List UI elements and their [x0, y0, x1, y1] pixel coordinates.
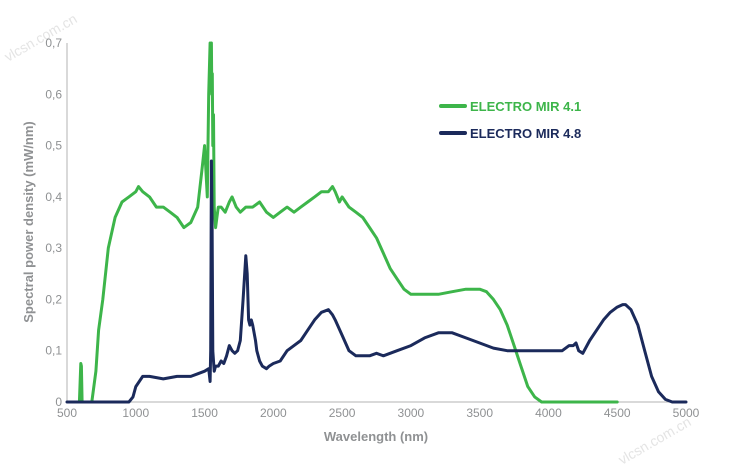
x-tick-label: 3000 [398, 406, 425, 420]
legend-label-mir-4-8: ELECTRO MIR 4.8 [470, 126, 581, 141]
y-tick-label: 0 [55, 395, 62, 409]
x-axis-ticks: 500 1000 1500 2000 2500 3000 3500 4000 4500 5000 [57, 406, 700, 420]
y-tick-label: 0,2 [45, 292, 62, 306]
y-tick-label: 0,1 [45, 344, 62, 358]
legend-label-mir-4-1: ELECTRO MIR 4.1 [470, 99, 581, 114]
watermark-bottom-right: vlcsn.com.cn [616, 413, 694, 467]
x-tick-label: 5000 [673, 406, 700, 420]
y-tick-label: 0,5 [45, 139, 62, 153]
x-tick-label: 500 [57, 406, 77, 420]
y-tick-label: 0,3 [45, 241, 62, 255]
x-tick-label: 3500 [466, 406, 493, 420]
x-tick-label: 4500 [604, 406, 631, 420]
watermark-top-left: vlcsn.com.cn [2, 10, 80, 64]
series-line-electro-mir-4-8 [65, 159, 688, 404]
y-tick-label: 0,7 [45, 36, 62, 50]
x-tick-label: 1500 [191, 406, 218, 420]
y-axis-ticks: 0 0,1 0,2 0,3 0,4 0,5 0,6 0,7 [45, 36, 62, 409]
x-tick-label: 4000 [535, 406, 562, 420]
legend: ELECTRO MIR 4.1 ELECTRO MIR 4.8 [439, 99, 581, 141]
x-tick-label: 2500 [329, 406, 356, 420]
x-tick-label: 1000 [122, 406, 149, 420]
legend-item-mir-4-1[interactable]: ELECTRO MIR 4.1 [439, 99, 581, 114]
series-layer [65, 41, 688, 404]
x-axis-label: Wavelength (nm) [324, 429, 428, 444]
y-axis-label: Spectral power density (mW/nm) [21, 121, 36, 323]
x-tick-label: 2000 [260, 406, 287, 420]
legend-item-mir-4-8[interactable]: ELECTRO MIR 4.8 [439, 126, 581, 141]
y-tick-label: 0,6 [45, 87, 62, 101]
y-tick-label: 0,4 [45, 190, 62, 204]
series-line-electro-mir-4-1 [76, 41, 619, 404]
